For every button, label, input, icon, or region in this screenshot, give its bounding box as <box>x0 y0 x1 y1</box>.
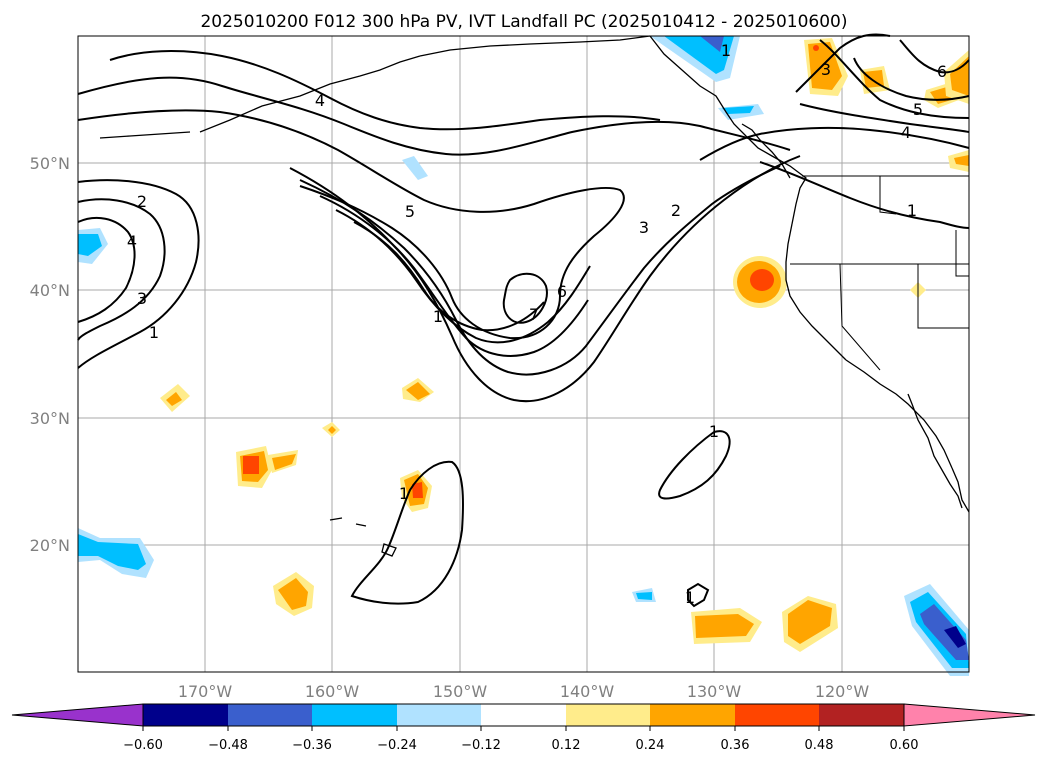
lon-label: 160°W <box>305 682 360 701</box>
lat-label: 50°N <box>30 154 70 173</box>
lon-label: 140°W <box>560 682 615 701</box>
colorbar-segment <box>228 704 312 726</box>
colorbar-segment <box>397 704 481 726</box>
contour-label: 1 <box>907 201 917 220</box>
contour-label: 2 <box>671 201 681 220</box>
colorbar-extend-min <box>11 703 144 727</box>
colorbar-tick-label: 0.24 <box>636 738 665 753</box>
colorbar-segment <box>143 704 228 726</box>
contour-label: 1 <box>399 484 409 503</box>
colorbar-tick-label: 0.36 <box>721 738 750 753</box>
colorbar: −0.60 −0.48 −0.36 −0.24 −0.12 0.12 0.24 … <box>11 703 1036 753</box>
colorbar-tick-label: −0.60 <box>123 738 163 753</box>
contour-label: 4 <box>901 123 911 142</box>
colorbar-segment <box>312 704 397 726</box>
contour-label: 2 <box>137 192 147 211</box>
ivt-positive-anomalies <box>160 38 969 652</box>
contour-labels: 2 4 3 1 5 1 7 6 3 2 4 1 3 4 5 6 1 1 1 1 <box>127 41 947 607</box>
colorbar-tick-label: −0.24 <box>377 738 417 753</box>
colorbar-tick-label: 0.12 <box>552 738 581 753</box>
map-title: 2025010200 F012 300 hPa PV, IVT Landfall… <box>200 12 847 32</box>
contour-label: 5 <box>913 100 923 119</box>
lat-label: 30°N <box>30 409 70 428</box>
colorbar-segment <box>819 704 904 726</box>
colorbar-tick-label: 0.48 <box>805 738 834 753</box>
colorbar-segment <box>481 704 566 726</box>
contour-label: 5 <box>405 202 415 221</box>
colorbar-segment <box>650 704 735 726</box>
lat-label: 20°N <box>30 536 70 555</box>
colorbar-tick-label: −0.12 <box>461 738 501 753</box>
colorbar-tick-label: −0.48 <box>208 738 248 753</box>
lon-label: 170°W <box>178 682 233 701</box>
latitude-labels: 50°N 40°N 30°N 20°N <box>30 154 70 555</box>
ivt-negative-anomalies <box>78 36 969 676</box>
contour-label: 1 <box>685 588 695 607</box>
contour-label: 1 <box>721 41 731 60</box>
contour-label: 3 <box>639 218 649 237</box>
contour-label: 4 <box>127 232 137 251</box>
contour-label: 1 <box>709 422 719 441</box>
colorbar-tick-label: 0.60 <box>890 738 919 753</box>
coastlines <box>99 35 970 557</box>
pv-contours <box>77 33 970 608</box>
colorbar-segment <box>735 704 819 726</box>
colorbar-segment <box>566 704 650 726</box>
lon-label: 120°W <box>815 682 870 701</box>
longitude-labels: 170°W 160°W 150°W 140°W 130°W 120°W <box>178 682 870 701</box>
lat-label: 40°N <box>30 281 70 300</box>
contour-label: 6 <box>557 282 567 301</box>
political-boundaries <box>790 175 969 371</box>
colorbar-extend-max <box>903 703 1036 727</box>
contour-label: 6 <box>937 62 947 81</box>
contour-label: 3 <box>137 289 147 308</box>
lon-label: 130°W <box>687 682 742 701</box>
contour-label: 3 <box>821 60 831 79</box>
plot-area: 2 4 3 1 5 1 7 6 3 2 4 1 3 4 5 6 1 1 1 1 <box>77 33 970 676</box>
contour-label: 7 <box>529 305 539 324</box>
contour-label: 4 <box>315 91 325 110</box>
contour-label: 1 <box>433 307 443 326</box>
lon-label: 150°W <box>433 682 488 701</box>
contour-label: 1 <box>149 323 159 342</box>
colorbar-tick-label: −0.36 <box>292 738 332 753</box>
